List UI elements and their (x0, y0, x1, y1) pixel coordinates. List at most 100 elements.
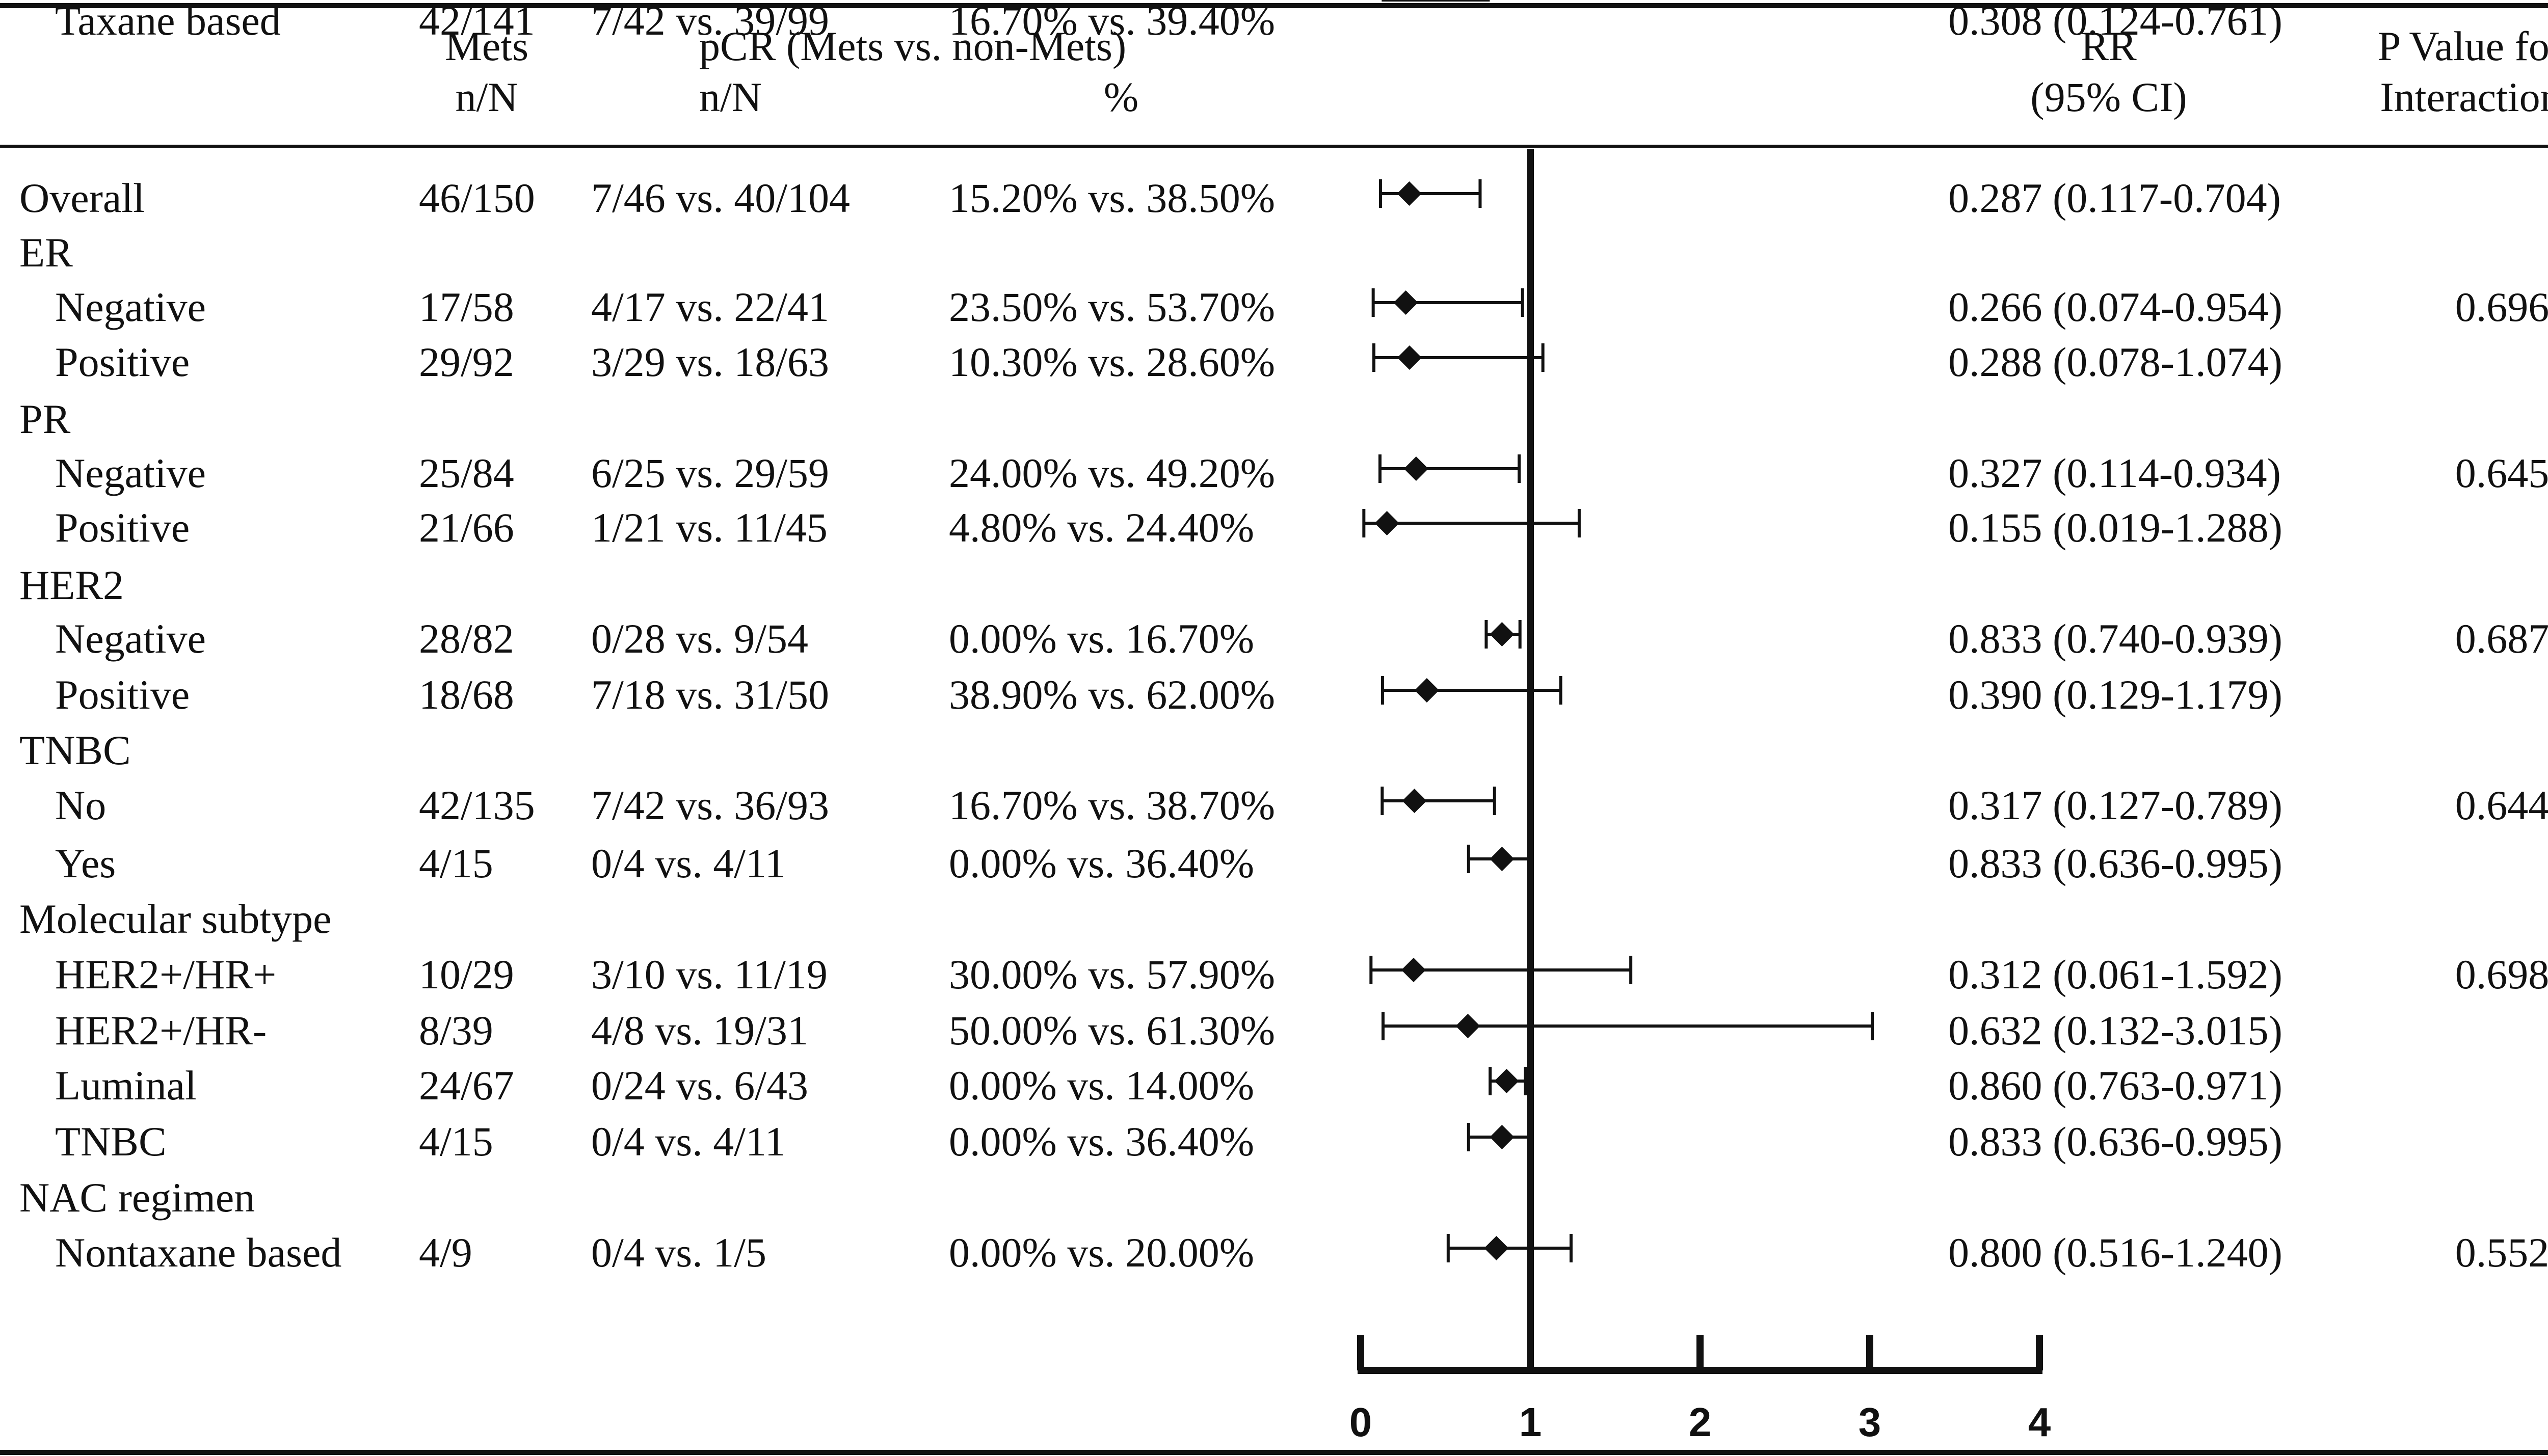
subgroup-label: Luminal (55, 1062, 197, 1109)
pcr-counts: 0/28 vs. 9/54 (591, 615, 808, 662)
ci-row-marks (1467, 1123, 1531, 1151)
mets-value: 17/58 (419, 284, 514, 330)
pcr-counts: 7/42 vs. 36/93 (591, 782, 829, 828)
pcr-percent: 38.90% vs. 62.00% (949, 671, 1276, 718)
rr-ci-value: 0.833 (0.636-0.995) (1948, 1118, 2282, 1165)
ci-row-marks (1381, 676, 1562, 705)
pcr-counts: 1/21 vs. 11/45 (591, 504, 828, 551)
rr-ci-value: 0.266 (0.074-0.954) (1948, 284, 2282, 330)
subgroup-label: HER2+/HR+ (55, 951, 277, 997)
pcr-counts: 4/17 vs. 22/41 (591, 284, 829, 330)
mets-value: 4/15 (419, 1118, 493, 1165)
rr-ci-value: 0.632 (0.132-3.015) (1948, 1007, 2282, 1054)
ci-row-marks (1381, 787, 1496, 815)
x-tick-label: 4 (2028, 1399, 2051, 1445)
pcr-percent: 15.20% vs. 38.50% (949, 175, 1276, 221)
rr-ci-value: 0.800 (0.516-1.240) (1948, 1229, 2282, 1276)
col-header-mets-nn: n/N (455, 74, 518, 120)
mets-value: 24/67 (419, 1062, 514, 1109)
col-header-pcr-nn: n/N (699, 74, 762, 120)
rr-point-marker (1402, 789, 1427, 813)
col-header-pcr-pct: % (1103, 74, 1139, 120)
x-tick-label: 0 (1349, 1399, 1372, 1445)
x-tick-label: 3 (1858, 1399, 1881, 1445)
subgroup-label: Positive (55, 339, 190, 385)
rr-ci-value: 0.312 (0.061-1.592) (1948, 951, 2282, 997)
p-interaction-value: 0.644 (2455, 782, 2548, 828)
mets-value: 25/84 (419, 450, 514, 496)
subgroup-label: Nontaxane based (55, 1229, 342, 1276)
rr-point-marker (1393, 290, 1418, 315)
rr-point-marker (1455, 1014, 1480, 1038)
header-rule (0, 145, 2548, 148)
mets-value: 46/150 (419, 175, 535, 221)
mets-value: 42/141 (419, 0, 535, 44)
x-tick-label: 1 (1519, 1399, 1542, 1445)
subgroup-label: Positive (55, 671, 190, 718)
pcr-percent: 0.00% vs. 36.40% (949, 840, 1255, 886)
bottom-rule (0, 1450, 2548, 1455)
rr-point-marker (1401, 958, 1426, 982)
subgroup-label: Positive (55, 504, 190, 551)
group-label: NAC regimen (19, 1174, 255, 1221)
subgroup-label: No (55, 782, 107, 828)
rr-point-marker (1403, 456, 1428, 481)
rr-ci-value: 0.155 (0.019-1.288) (1948, 504, 2282, 551)
col-header-rr-ci: (95% CI) (2030, 74, 2187, 120)
pcr-counts: 6/25 vs. 29/59 (591, 450, 829, 496)
ci-row-marks (1378, 179, 1482, 208)
pcr-percent: 16.70% vs. 38.70% (949, 782, 1276, 828)
pcr-counts: 3/10 vs. 11/19 (591, 951, 828, 997)
pcr-counts: 7/46 vs. 40/104 (591, 175, 850, 221)
rr-ci-value: 0.860 (0.763-0.971) (1948, 1062, 2282, 1109)
group-label: ER (19, 229, 73, 276)
subgroup-label: HER2+/HR- (55, 1007, 267, 1054)
p-interaction-value: 0.552 (2455, 1229, 2548, 1276)
pcr-percent: 0.00% vs. 20.00% (949, 1229, 1255, 1276)
rr-ci-value: 0.327 (0.114-0.934) (1948, 450, 2281, 496)
ci-row-marks (1381, 1012, 1874, 1040)
pcr-counts: 0/4 vs. 4/11 (591, 1118, 786, 1165)
group-label: HER2 (19, 562, 124, 608)
top-rule (0, 3, 2548, 8)
mets-value: 28/82 (419, 615, 514, 662)
subgroup-label: Taxane based (55, 0, 281, 44)
rr-point-marker (1490, 1125, 1515, 1149)
pcr-percent: 0.00% vs. 16.70% (949, 615, 1255, 662)
ci-row-marks (1369, 956, 1633, 984)
mets-value: 4/9 (419, 1229, 472, 1276)
mets-value: 29/92 (419, 339, 514, 385)
ci-row-marks (1378, 454, 1521, 483)
group-label: PR (19, 396, 71, 442)
ci-row-marks (1484, 620, 1522, 649)
pcr-percent: 50.00% vs. 61.30% (949, 1007, 1276, 1054)
p-interaction-value: 0.696 (2455, 284, 2548, 330)
rr-ci-value: 0.833 (0.636-0.995) (1948, 840, 2282, 886)
ci-row-marks (1446, 1234, 1573, 1262)
pcr-counts: 0/24 vs. 6/43 (591, 1062, 808, 1109)
ci-row-marks (1489, 1067, 1527, 1095)
pcr-counts: 7/18 vs. 31/50 (591, 671, 829, 718)
p-interaction-value: 0.687 (2455, 615, 2548, 662)
rr-point-marker (1397, 345, 1422, 370)
mets-value: 42/135 (419, 782, 535, 828)
rr-point-marker (1374, 511, 1399, 535)
mets-value: 18/68 (419, 671, 514, 718)
pcr-counts: 0/4 vs. 4/11 (591, 840, 786, 886)
col-header-mets: Mets (445, 23, 528, 69)
rr-ci-value: 0.390 (0.129-1.179) (1948, 671, 2282, 718)
rr-ci-value: 0.288 (0.078-1.074) (1948, 339, 2282, 385)
rr-ci-value: 0.308 (0.124-0.761) (1948, 0, 2282, 44)
subgroup-label: Negative (55, 615, 206, 662)
x-tick-label: 2 (1688, 1399, 1712, 1445)
ci-row-marks (1362, 509, 1581, 537)
rr-point-marker (1397, 181, 1422, 206)
mets-value: 10/29 (419, 951, 514, 997)
pcr-counts: 3/29 vs. 18/63 (591, 339, 829, 385)
pcr-percent: 0.00% vs. 14.00% (949, 1062, 1255, 1109)
rr-ci-value: 0.317 (0.127-0.789) (1948, 782, 2282, 828)
rr-point-marker (1490, 847, 1515, 871)
col-header-interaction: Interaction (2380, 74, 2548, 120)
p-interaction-value: 0.698 (2455, 951, 2548, 997)
